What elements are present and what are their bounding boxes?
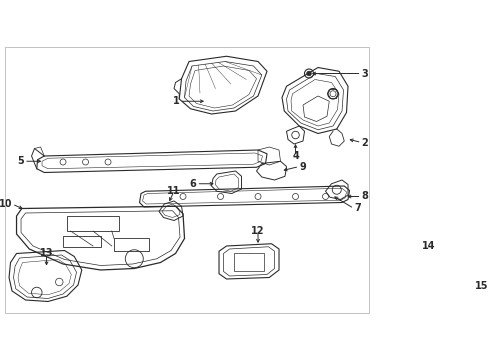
Text: 14: 14 xyxy=(421,241,435,251)
Text: 2: 2 xyxy=(362,138,368,148)
Text: 10: 10 xyxy=(0,199,12,209)
Text: 12: 12 xyxy=(251,226,265,236)
Text: 13: 13 xyxy=(40,248,53,258)
Text: 6: 6 xyxy=(190,179,196,189)
Text: 8: 8 xyxy=(362,192,368,202)
Text: 15: 15 xyxy=(475,282,488,292)
Text: 9: 9 xyxy=(299,162,306,171)
Text: 5: 5 xyxy=(17,156,24,166)
Circle shape xyxy=(307,71,311,76)
Text: 3: 3 xyxy=(362,68,368,78)
Text: 1: 1 xyxy=(172,96,179,106)
Text: 7: 7 xyxy=(354,203,361,213)
Text: 4: 4 xyxy=(292,151,299,161)
Text: 11: 11 xyxy=(167,186,181,196)
